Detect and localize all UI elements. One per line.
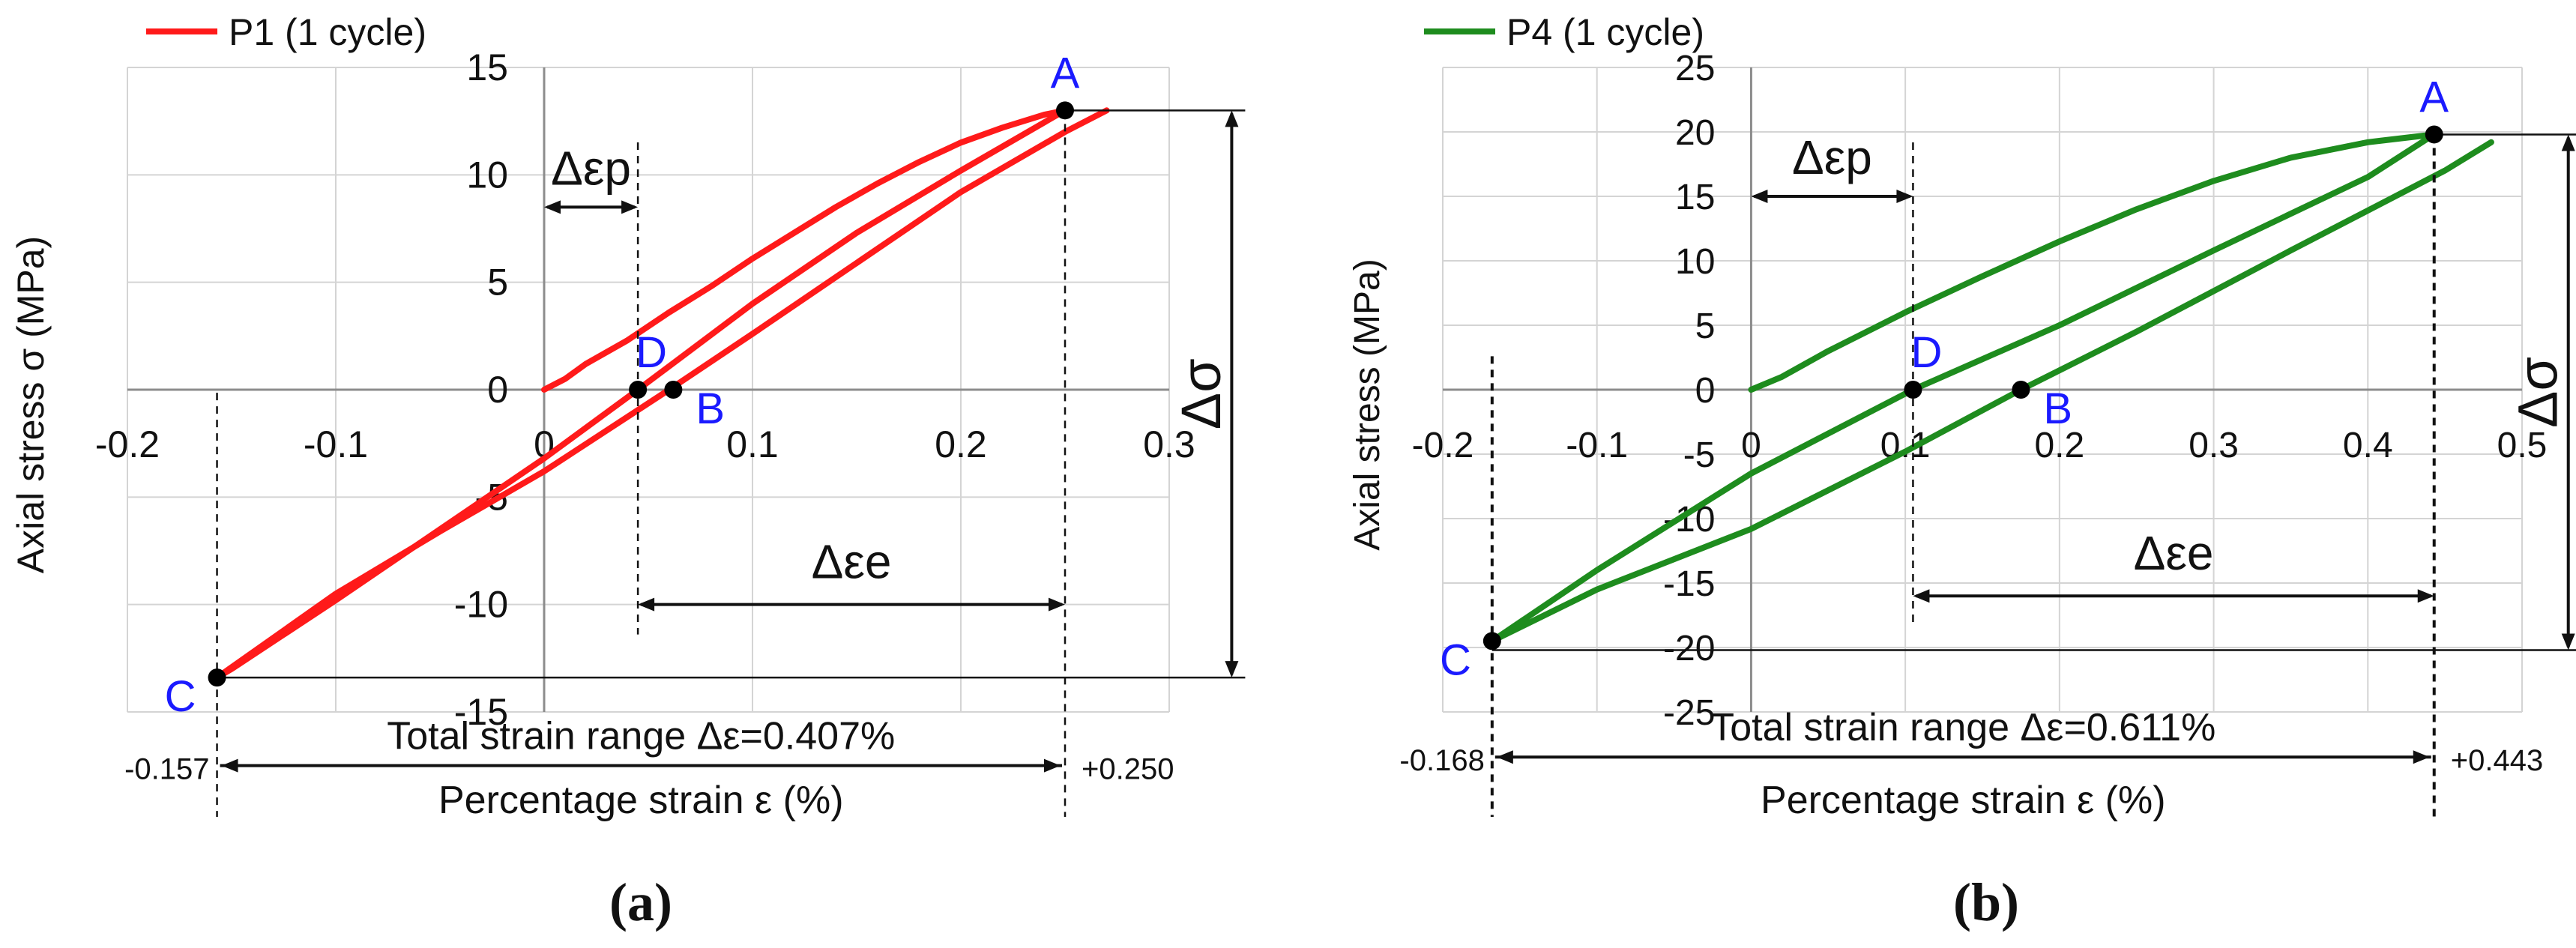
point-marker-c — [1482, 632, 1501, 650]
y-tick-label: 0 — [487, 369, 508, 411]
delta-ee-arrowhead-right — [1049, 597, 1065, 612]
delta-sigma-label: Δσ — [2506, 357, 2569, 428]
x-axis-title: Percentage strain ε (%) — [1761, 779, 2166, 822]
point-label-d: D — [636, 328, 667, 377]
x-axis-title: Percentage strain ε (%) — [438, 779, 844, 822]
delta-sigma-arrowhead-up — [1225, 110, 1239, 127]
point-marker-b — [664, 381, 683, 399]
y-tick-label: -5 — [1683, 435, 1716, 475]
point-marker-b — [2012, 381, 2030, 399]
y-tick-label: -15 — [454, 691, 508, 733]
x-tick-label: 0.2 — [935, 423, 987, 465]
max-strain-label: +0.250 — [1082, 753, 1174, 786]
panel-label: (b) — [1953, 872, 2019, 932]
x-tick-label: -0.1 — [304, 423, 368, 465]
total-strain-arrowhead-left — [221, 758, 238, 773]
total-strain-label: Total strain range Δε=0.407% — [387, 715, 895, 758]
total-strain-arrowhead-right — [1044, 758, 1061, 773]
point-marker-a — [2425, 125, 2443, 144]
x-tick-label: 0 — [1741, 426, 1761, 465]
x-tick-label: 0.3 — [1143, 423, 1195, 465]
series-line-loading — [541, 107, 1068, 393]
min-strain-label: -0.157 — [124, 753, 209, 786]
max-strain-label: +0.443 — [2451, 744, 2543, 777]
y-tick-label: 25 — [1675, 49, 1715, 88]
y-tick-label: 10 — [1675, 242, 1715, 282]
legend-label: P4 (1 cycle) — [1506, 11, 1704, 53]
y-tick-label: 0 — [1695, 371, 1716, 411]
delta-ee-label: Δεe — [812, 535, 892, 589]
delta-sigma-arrowhead-down — [1225, 661, 1239, 678]
delta-sigma-label: Δσ — [1170, 358, 1232, 429]
y-tick-label: 15 — [466, 46, 508, 88]
delta-ep-label: Δεp — [551, 141, 631, 195]
x-tick-label: -0.2 — [95, 423, 160, 465]
y-axis-title: Axial stress σ (MPa) — [10, 236, 52, 573]
point-label-c: C — [165, 672, 196, 721]
point-marker-d — [629, 381, 648, 399]
y-tick-label: 5 — [1695, 307, 1716, 346]
point-label-b: B — [696, 384, 725, 433]
x-tick-label: 0.4 — [2343, 426, 2393, 465]
y-tick-label: 10 — [466, 154, 508, 196]
point-marker-a — [1056, 101, 1074, 120]
panel-label: (a) — [609, 872, 672, 932]
x-tick-label: -0.1 — [1566, 426, 1628, 465]
y-axis-title: Axial stress (MPa) — [1348, 259, 1387, 550]
y-tick-label: -15 — [1663, 564, 1715, 604]
point-label-b: B — [2043, 384, 2072, 433]
y-tick-label: -10 — [1663, 500, 1715, 540]
delta-ep-arrowhead-right — [1896, 190, 1913, 203]
chart-panel-a: -0.2 -0.1 0 0.1 0.2 0.3151050-5-10-15ΔεpΔεeΔσ… — [10, 11, 1246, 932]
point-marker-c — [208, 668, 226, 687]
delta-sigma-arrowhead-up — [2561, 134, 2575, 151]
legend-label: P1 (1 cycle) — [229, 11, 426, 53]
delta-sigma-arrowhead-down — [2561, 633, 2575, 650]
delta-ep-arrowhead-right — [621, 200, 639, 214]
y-tick-label: 15 — [1675, 178, 1715, 217]
x-tick-label: 0.2 — [2034, 426, 2084, 465]
series-line-loading — [1748, 131, 2437, 393]
delta-ep-label: Δεp — [1792, 130, 1872, 184]
delta-ee-label: Δεe — [2134, 526, 2214, 580]
min-strain-label: -0.168 — [1399, 744, 1484, 777]
y-tick-label: -10 — [454, 584, 508, 626]
series-line-unloading — [214, 107, 1068, 681]
y-tick-label: -25 — [1663, 693, 1715, 733]
point-marker-d — [1904, 381, 1922, 399]
series-line-reloading — [214, 107, 1110, 681]
delta-ep-arrowhead-left — [1751, 190, 1768, 203]
y-tick-label: -20 — [1663, 629, 1715, 668]
delta-ee-arrowhead-left — [1913, 589, 1930, 603]
series-line-reloading — [1488, 139, 2494, 644]
y-tick-label: 20 — [1675, 113, 1715, 153]
total-strain-arrowhead-right — [2413, 750, 2430, 764]
chart-panel-b: -0.2 -0.1 0 0.1 0.2 0.3 0.4 0.52520151050-5-10-… — [1348, 11, 2576, 932]
point-label-d: D — [1910, 328, 1942, 377]
x-tick-label: -0.2 — [1412, 426, 1474, 465]
total-strain-arrowhead-left — [1496, 750, 1513, 764]
y-tick-label: 5 — [487, 262, 508, 304]
total-strain-label: Total strain range Δε=0.611% — [1710, 706, 2215, 749]
delta-ee-arrowhead-left — [638, 597, 655, 612]
point-label-a: A — [2419, 73, 2449, 121]
delta-ee-arrowhead-right — [2417, 589, 2434, 603]
point-label-c: C — [1440, 635, 1471, 684]
series-line-unloading — [1488, 131, 2437, 644]
x-tick-label: 0.5 — [2497, 426, 2548, 465]
x-tick-label: 0.3 — [2189, 426, 2239, 465]
delta-ep-arrowhead-left — [544, 200, 561, 214]
x-tick-label: 0.1 — [726, 423, 779, 465]
point-label-a: A — [1051, 49, 1080, 97]
